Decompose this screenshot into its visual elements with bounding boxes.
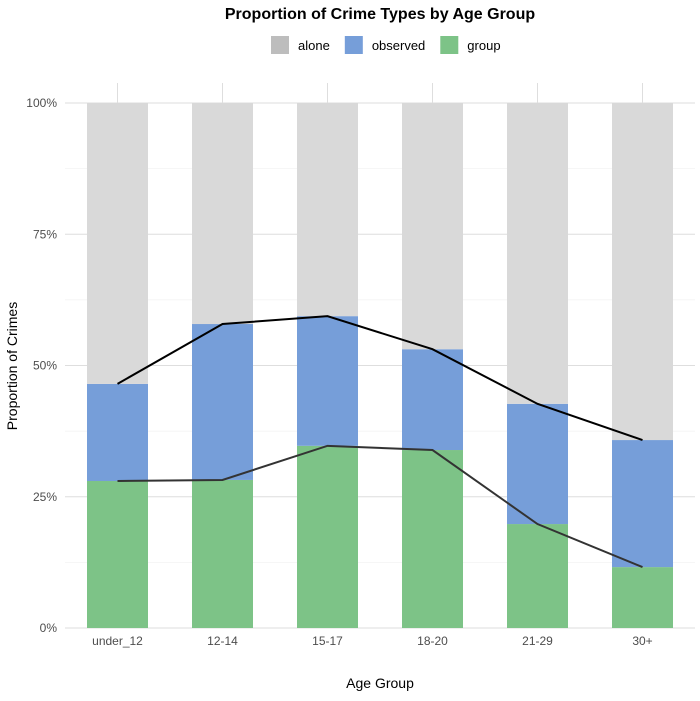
- legend-label-observed: observed: [372, 38, 425, 53]
- gridlines: [65, 83, 695, 629]
- legend-swatch-observed: [344, 36, 363, 54]
- y-axis-label: Proportion of Crimes: [4, 302, 20, 430]
- line-group-trend: [117, 444, 643, 569]
- bar-group: [507, 524, 568, 628]
- y-tick-label: 100%: [26, 96, 57, 110]
- bar-observed: [87, 383, 148, 481]
- x-tick-label: under_12: [92, 634, 143, 648]
- x-axis-label: Age Group: [346, 675, 414, 691]
- y-tick-label: 50%: [33, 359, 57, 373]
- x-tick-label: 30+: [632, 634, 652, 648]
- bar-observed: [402, 349, 463, 451]
- line-observed-cumulative-trend: [117, 315, 643, 441]
- bar-group: [87, 481, 148, 628]
- bar-alone: [297, 103, 358, 317]
- chart-title: Proportion of Crime Types by Age Group: [225, 6, 535, 23]
- y-tick-label: 25%: [33, 490, 57, 504]
- x-tick-label: 12-14: [207, 634, 238, 648]
- bar-group: [297, 445, 358, 628]
- y-tick-label: 0%: [40, 621, 58, 635]
- trend-lines: [117, 315, 643, 569]
- bar-observed: [507, 403, 568, 525]
- bar-observed: [612, 440, 673, 568]
- x-tick-label: 15-17: [312, 634, 343, 648]
- legend-label-alone: alone: [298, 38, 330, 53]
- bar-group: [402, 450, 463, 628]
- bar-alone: [87, 103, 148, 384]
- legend-swatch-alone: [271, 36, 289, 54]
- y-tick-label: 75%: [33, 227, 57, 241]
- legend-swatch-group: [440, 36, 459, 54]
- x-tick-label: 21-29: [522, 634, 553, 648]
- bar-alone: [192, 103, 253, 325]
- y-axis-ticks: 0% 25% 50% 75% 100%: [26, 96, 57, 635]
- bar-alone: [507, 103, 568, 404]
- x-tick-label: 18-20: [417, 634, 448, 648]
- bars: [87, 103, 673, 628]
- bar-alone: [402, 103, 463, 350]
- bar-observed: [192, 324, 253, 480]
- bar-group: [612, 567, 673, 628]
- legend: alone observed group: [271, 36, 501, 54]
- bar-group: [192, 479, 253, 628]
- x-axis-ticks: under_12 12-14 15-17 18-20 21-29 30+: [92, 634, 653, 648]
- bar-observed: [297, 316, 358, 446]
- bar-alone: [612, 103, 673, 441]
- legend-label-group: group: [467, 38, 500, 53]
